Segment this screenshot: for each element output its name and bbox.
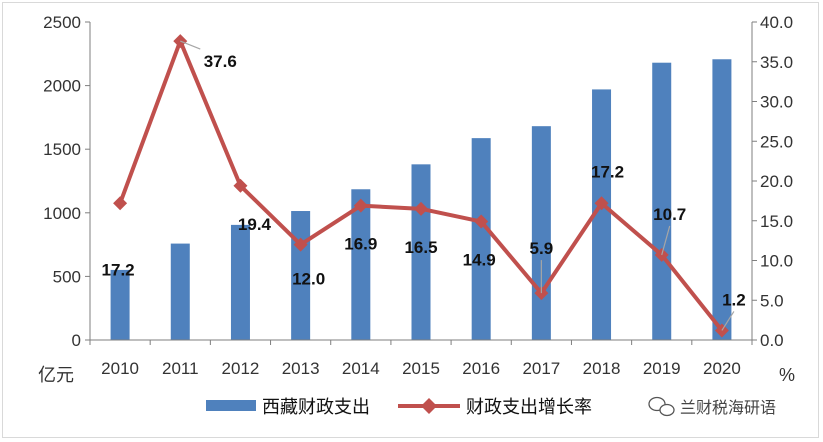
- growth-rate-marker-2012: [233, 178, 248, 193]
- y-right-tick-label: 40.0: [760, 13, 793, 32]
- x-tick-label: 2018: [583, 359, 621, 378]
- x-tick-label: 2019: [643, 359, 681, 378]
- data-label-leader: [721, 311, 735, 331]
- data-label-2011: 37.6: [204, 52, 237, 71]
- y-right-tick-label: 15.0: [760, 212, 793, 231]
- y-left-tick-label: 0: [72, 331, 81, 350]
- y-right-tick-label: 35.0: [760, 53, 793, 72]
- data-label-2013: 12.0: [292, 270, 325, 289]
- y-right-tick-label: 5.0: [760, 291, 784, 310]
- y-right-tick-label: 20.0: [760, 172, 793, 191]
- legend-line-label: 财政支出增长率: [466, 397, 592, 418]
- y-left-tick-label: 2500: [43, 13, 81, 32]
- y-left-tick-label: 500: [53, 267, 81, 286]
- bar-2012: [230, 224, 250, 340]
- watermark-text: 兰财税海研语: [680, 398, 776, 417]
- bar-2017: [531, 126, 551, 340]
- chart-frame: [2, 2, 819, 438]
- x-tick-label: 2014: [342, 359, 380, 378]
- x-tick-label: 2015: [402, 359, 440, 378]
- bar-2020: [712, 59, 732, 341]
- y-left-unit: 亿元: [38, 365, 74, 385]
- data-label-2018: 17.2: [591, 162, 624, 181]
- data-label-2016: 14.9: [463, 251, 496, 270]
- y-right-tick-label: 25.0: [760, 132, 793, 151]
- data-label-2015: 16.5: [404, 238, 437, 257]
- data-label-2019: 10.7: [653, 205, 686, 224]
- x-tick-label: 2013: [282, 359, 320, 378]
- data-label-2020: 1.2: [722, 290, 746, 309]
- data-label-leader: [180, 40, 201, 50]
- y-left-tick-label: 1500: [43, 140, 81, 159]
- growth-rate-marker-2015: [414, 201, 428, 216]
- bar-2014: [351, 189, 371, 340]
- x-tick-label: 2012: [222, 359, 260, 378]
- legend-bar-swatch: [206, 400, 256, 411]
- x-tick-label: 2017: [522, 359, 560, 378]
- legend-bar-label: 西藏财政支出: [262, 397, 370, 418]
- y-right-tick-label: 10.0: [760, 252, 793, 271]
- growth-rate-marker-2018: [594, 196, 609, 211]
- bar-2010: [110, 269, 130, 340]
- x-tick-label: 2011: [162, 359, 199, 378]
- bar-2016: [471, 138, 491, 340]
- growth-rate-marker-2016: [474, 214, 489, 229]
- growth-rate-marker-2014: [353, 198, 368, 213]
- y-left-tick-label: 2000: [43, 77, 81, 96]
- y-right-tick-label: 30.0: [760, 93, 793, 112]
- data-label-2014: 16.9: [344, 235, 377, 254]
- bar-2011: [170, 243, 190, 340]
- legend: 西藏财政支出 财政支出增长率: [206, 397, 592, 418]
- legend-line-marker: [421, 398, 437, 414]
- bar-2018: [592, 89, 612, 340]
- labels-layer: 17.2 37.6 19.4 12.0 16.9 16.5 14.9 5.9 17.2 10.7 1…: [102, 40, 746, 331]
- data-label-2012: 19.4: [238, 215, 272, 234]
- data-label-2017: 5.9: [530, 239, 554, 258]
- watermark: 兰财税海研语: [648, 396, 776, 417]
- growth-rate-marker-2010: [113, 196, 128, 211]
- x-tick-label: 2010: [101, 359, 139, 378]
- wechat-icon: [648, 396, 675, 417]
- y-left-tick-label: 1000: [43, 204, 81, 223]
- data-label-leader: [661, 225, 671, 256]
- growth-rate-marker-2013: [293, 237, 308, 252]
- data-label-2010: 17.2: [102, 260, 135, 279]
- y-right-tick-label: 0.0: [760, 331, 784, 350]
- ticks-layer: 0 500 1000 1500 2000 2500 0.0 5.0 10.0 15.0 20.0 25…: [43, 13, 793, 378]
- x-tick-label: 2016: [462, 359, 500, 378]
- bar-2019: [652, 62, 672, 340]
- x-tick-label: 2020: [703, 359, 741, 378]
- y-right-unit: %: [779, 365, 795, 385]
